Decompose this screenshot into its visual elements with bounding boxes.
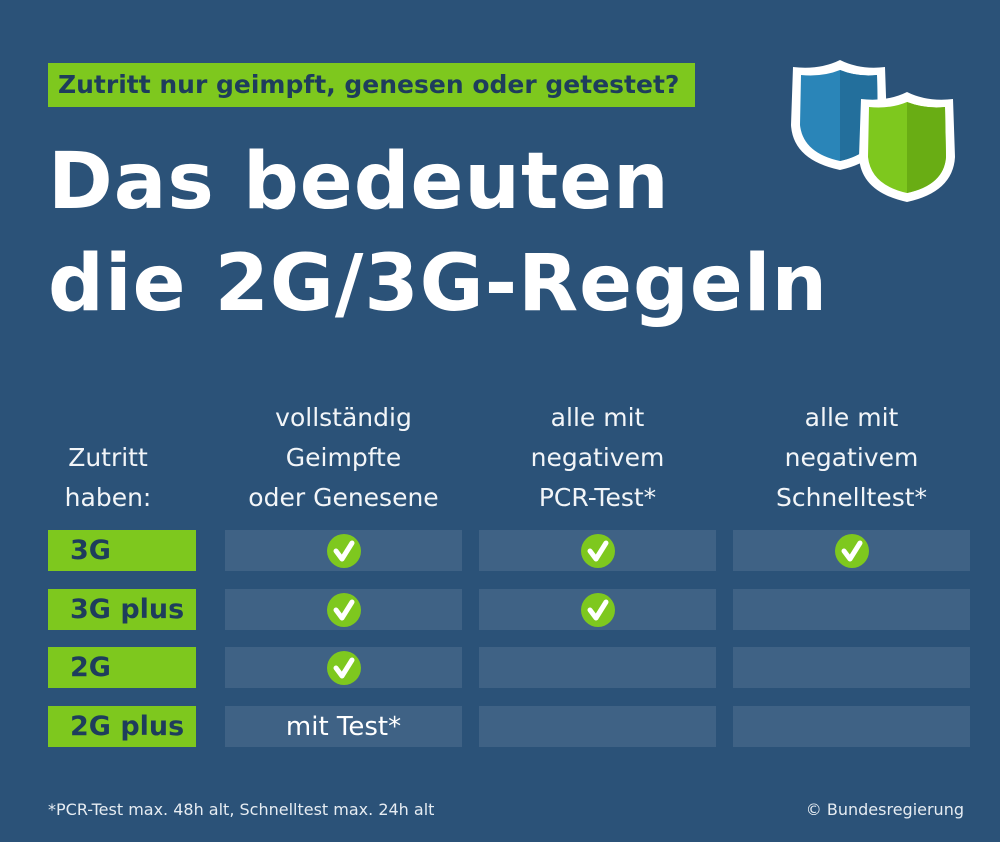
table-cell	[479, 589, 716, 630]
header-line: negativem	[784, 443, 919, 472]
header-line: vollständig	[275, 403, 412, 432]
column-header-rapid: alle mit negativem Schnelltest*	[733, 398, 970, 518]
table-cell	[733, 530, 970, 571]
header-line: negativem	[530, 443, 665, 472]
row-header: Zutritt haben:	[48, 438, 168, 518]
table-cell	[225, 647, 462, 688]
row-label: 3G plus	[48, 589, 196, 630]
check-icon	[580, 592, 615, 627]
header-line: alle mit	[804, 403, 899, 432]
column-header-vaccinated: vollständig Geimpfte oder Genesene	[225, 398, 462, 518]
shields-icon	[791, 60, 955, 202]
cell-text: mit Test*	[285, 711, 402, 742]
check-icon	[834, 533, 869, 568]
table-cell	[225, 530, 462, 571]
table-cell	[733, 589, 970, 630]
table-cell	[479, 530, 716, 571]
row-header-line: Zutritt	[68, 443, 148, 472]
table-cell	[479, 647, 716, 688]
credit: © Bundesregierung	[805, 800, 964, 819]
kicker-banner: Zutritt nur geimpft, genesen oder getest…	[48, 63, 695, 107]
row-header-line: haben:	[64, 483, 152, 512]
header-line: oder Genesene	[248, 483, 439, 512]
header-line: alle mit	[550, 403, 645, 432]
check-icon	[326, 533, 361, 568]
check-icon	[326, 650, 361, 685]
table-cell	[225, 589, 462, 630]
column-header-pcr: alle mit negativem PCR-Test*	[479, 398, 716, 518]
header-line: PCR-Test*	[538, 483, 657, 512]
header-line: Geimpfte	[285, 443, 402, 472]
row-label: 3G	[48, 530, 196, 571]
title-line-2: die 2G/3G-Regeln	[48, 239, 829, 329]
table-cell: mit Test*	[225, 706, 462, 747]
title-line-1: Das bedeuten	[48, 137, 670, 227]
check-icon	[326, 592, 361, 627]
table-cell	[733, 706, 970, 747]
row-label: 2G plus	[48, 706, 196, 747]
row-label: 2G	[48, 647, 196, 688]
table-cell	[733, 647, 970, 688]
table-cell	[479, 706, 716, 747]
header-line: Schnelltest*	[775, 483, 928, 512]
footnote: *PCR-Test max. 48h alt, Schnelltest max.…	[48, 800, 435, 819]
check-icon	[580, 533, 615, 568]
